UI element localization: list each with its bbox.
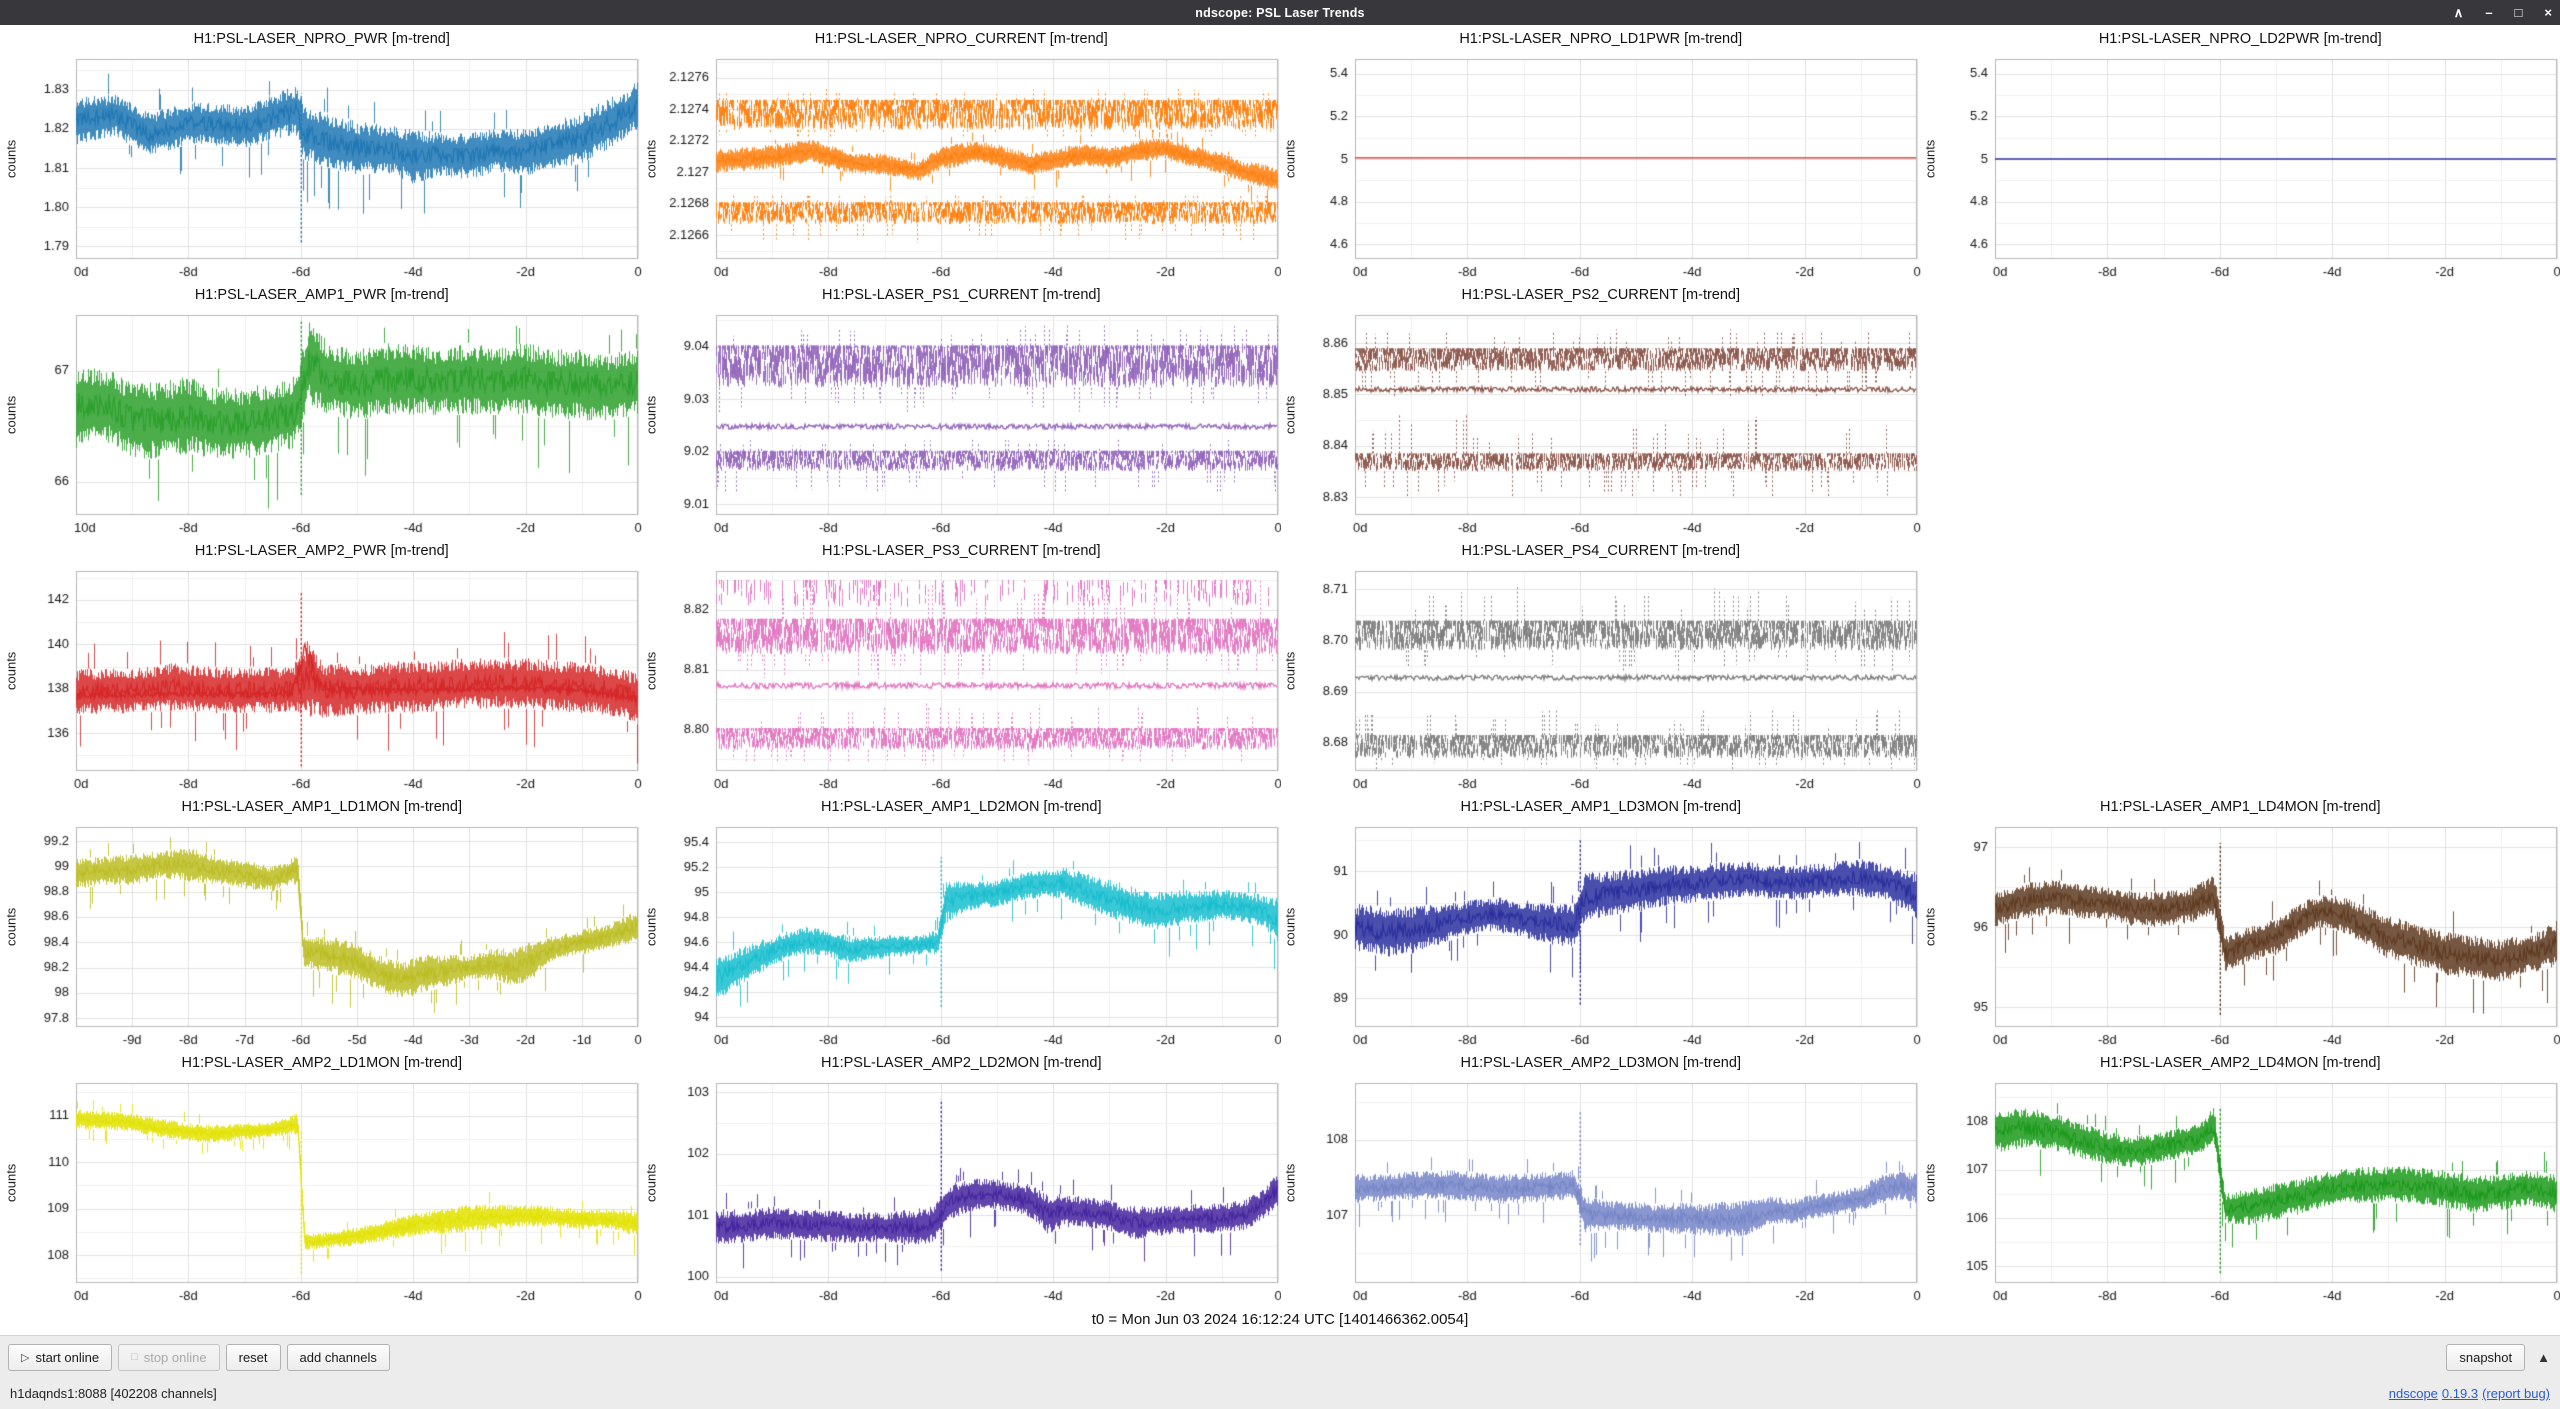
plot-cell: H1:PSL-LASER_PS1_CURRENT [m-trend] count… [642,283,1281,539]
plot-cell: H1:PSL-LASER_AMP1_LD3MON [m-trend] count… [1281,795,1921,1051]
window-title: ndscope: PSL Laser Trends [1195,5,1365,20]
add-channels-button[interactable]: add channels [286,1343,390,1371]
plot-cell: H1:PSL-LASER_AMP1_LD2MON [m-trend] count… [642,795,1281,1051]
start-online-label: start online [35,1349,100,1365]
y-axis-label: counts [1282,907,1298,947]
plot-title: H1:PSL-LASER_AMP2_LD2MON [m-trend] [821,1055,1102,1071]
t0-label: t0 = Mon Jun 03 2024 16:12:24 UTC [14014… [0,1307,2560,1335]
plot-cell: H1:PSL-LASER_AMP2_PWR [m-trend] counts [2,539,642,795]
y-axis-label: counts [1282,139,1298,179]
plot-title: H1:PSL-LASER_AMP1_LD1MON [m-trend] [181,799,462,815]
plot-title: H1:PSL-LASER_NPRO_LD2PWR [m-trend] [2098,31,2382,47]
plot-title: H1:PSL-LASER_AMP2_LD1MON [m-trend] [181,1055,462,1071]
plot-title: H1:PSL-LASER_AMP2_PWR [m-trend] [194,543,449,559]
y-axis-label: counts [1922,907,1937,947]
play-icon: ▷ [21,1351,30,1364]
plot-canvas[interactable] [659,565,1281,795]
plot-cell: H1:PSL-LASER_NPRO_LD1PWR [m-trend] count… [1281,27,1921,283]
y-axis-label: counts [643,139,658,179]
plot-cell: H1:PSL-LASER_AMP2_LD2MON [m-trend] count… [642,1051,1281,1307]
start-online-button[interactable]: ▷ start online [8,1343,113,1371]
toolbar: ▷ start online □ stop online reset add c… [0,1335,2560,1378]
y-axis-label: counts [643,395,658,435]
panel-expand-icon[interactable]: ▲ [2537,1349,2550,1365]
version-link[interactable]: 0.19.3 [2441,1386,2479,1401]
plot-title: H1:PSL-LASER_AMP2_LD4MON [m-trend] [2100,1055,2381,1071]
y-axis-label: counts [1922,139,1937,179]
maximize-icon[interactable]: □ [2514,5,2523,20]
y-axis-label: counts [3,1163,19,1203]
plot-canvas[interactable] [20,309,642,539]
y-axis-label: counts [3,139,19,179]
plot-canvas[interactable] [1299,565,1921,795]
plots-grid: H1:PSL-LASER_NPRO_PWR [m-trend] counts H… [0,25,2560,1307]
plot-cell: H1:PSL-LASER_NPRO_LD2PWR [m-trend] count… [1921,27,2560,283]
plot-cell: H1:PSL-LASER_NPRO_CURRENT [m-trend] coun… [642,27,1281,283]
plot-title: H1:PSL-LASER_PS3_CURRENT [m-trend] [821,543,1101,559]
plot-title: H1:PSL-LASER_PS1_CURRENT [m-trend] [821,287,1101,303]
stop-icon: □ [131,1351,138,1363]
stop-online-button[interactable]: □ stop online [118,1343,220,1371]
plot-canvas[interactable] [1299,309,1921,539]
plot-canvas[interactable] [20,821,642,1051]
ndscope-link[interactable]: ndscope [2388,1386,2438,1401]
report-bug-link[interactable]: (report bug) [2482,1386,2550,1401]
plot-cell: H1:PSL-LASER_PS4_CURRENT [m-trend] count… [1281,539,1921,795]
y-axis-label: counts [643,651,658,691]
plot-canvas[interactable] [659,821,1281,1051]
snapshot-button[interactable]: snapshot [2446,1343,2526,1371]
plot-canvas[interactable] [1299,53,1921,283]
plot-canvas[interactable] [659,53,1281,283]
plot-cell: H1:PSL-LASER_PS2_CURRENT [m-trend] count… [1281,283,1921,539]
reset-button[interactable]: reset [225,1343,281,1371]
y-axis-label: counts [643,907,658,947]
plot-cell: H1:PSL-LASER_AMP1_LD1MON [m-trend] count… [2,795,642,1051]
plot-title: H1:PSL-LASER_NPRO_LD1PWR [m-trend] [1459,31,1743,47]
plot-title: H1:PSL-LASER_PS4_CURRENT [m-trend] [1461,543,1741,559]
plot-canvas[interactable] [1938,821,2560,1051]
plot-cell: H1:PSL-LASER_AMP2_LD3MON [m-trend] count… [1281,1051,1921,1307]
y-axis-label: counts [3,907,19,947]
plot-canvas[interactable] [659,309,1281,539]
plot-canvas[interactable] [20,565,642,795]
y-axis-label: counts [1282,395,1298,435]
status-bar: h1daqnds1:8088 [402208 channels] ndscope… [0,1378,2560,1409]
plot-title: H1:PSL-LASER_AMP1_LD2MON [m-trend] [821,799,1102,815]
window-titlebar: ndscope: PSL Laser Trends ∧ – □ × [0,0,2560,25]
empty-cell [1920,539,2560,795]
plot-canvas[interactable] [1938,1077,2560,1307]
plot-cell: H1:PSL-LASER_PS3_CURRENT [m-trend] count… [642,539,1281,795]
plot-canvas[interactable] [20,53,642,283]
y-axis-label: counts [3,651,19,691]
plot-title: H1:PSL-LASER_AMP2_LD3MON [m-trend] [1460,1055,1741,1071]
plot-title: H1:PSL-LASER_AMP1_PWR [m-trend] [194,287,449,303]
y-axis-label: counts [1282,1163,1298,1203]
plot-canvas[interactable] [1938,53,2560,283]
plot-title: H1:PSL-LASER_AMP1_LD3MON [m-trend] [1460,799,1741,815]
y-axis-label: counts [643,1163,658,1203]
plot-title: H1:PSL-LASER_PS2_CURRENT [m-trend] [1461,287,1741,303]
plot-canvas[interactable] [1299,1077,1921,1307]
plot-canvas[interactable] [20,1077,642,1307]
plot-cell: H1:PSL-LASER_AMP2_LD4MON [m-trend] count… [1921,1051,2560,1307]
stop-online-label: stop online [143,1349,207,1365]
server-status: h1daqnds1:8088 [402208 channels] [10,1386,217,1401]
empty-cell [1920,283,2560,539]
y-axis-label: counts [1282,651,1298,691]
plot-cell: H1:PSL-LASER_AMP1_PWR [m-trend] counts [2,283,642,539]
plot-title: H1:PSL-LASER_AMP1_LD4MON [m-trend] [2100,799,2381,815]
y-axis-label: counts [3,395,19,435]
plot-cell: H1:PSL-LASER_AMP2_LD1MON [m-trend] count… [2,1051,642,1307]
plot-title: H1:PSL-LASER_NPRO_PWR [m-trend] [193,31,450,47]
plot-cell: H1:PSL-LASER_AMP1_LD4MON [m-trend] count… [1921,795,2560,1051]
plot-cell: H1:PSL-LASER_NPRO_PWR [m-trend] counts [2,27,642,283]
plot-canvas[interactable] [659,1077,1281,1307]
minimize-icon[interactable]: – [2485,5,2493,20]
plot-canvas[interactable] [1299,821,1921,1051]
shade-icon[interactable]: ∧ [2453,5,2464,20]
y-axis-label: counts [1922,1163,1937,1203]
plot-title: H1:PSL-LASER_NPRO_CURRENT [m-trend] [814,31,1108,47]
close-icon[interactable]: × [2544,5,2552,20]
